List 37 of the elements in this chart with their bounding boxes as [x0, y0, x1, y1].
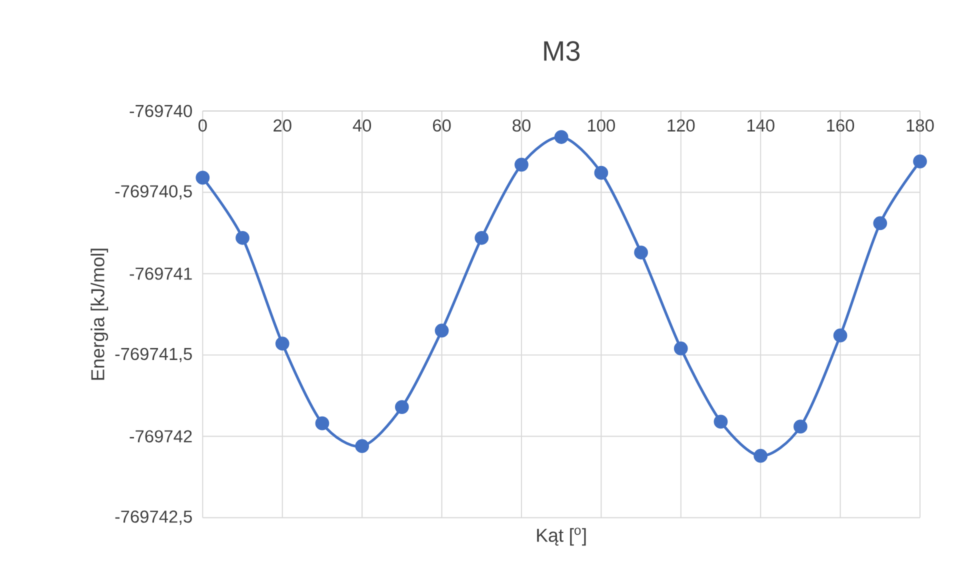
y-tick-label: -769742,5: [115, 510, 192, 525]
x-tick-label: 140: [747, 119, 774, 132]
point: [514, 158, 528, 172]
y-tick-label: -769740: [130, 104, 192, 118]
point: [315, 416, 330, 430]
x-tick-label: 160: [827, 119, 854, 132]
x-tick-label: 100: [588, 119, 615, 132]
point: [833, 328, 848, 342]
y-tick-label: -769741: [130, 268, 192, 280]
point: [394, 400, 409, 414]
y-tick-label: -769740,5: [115, 185, 192, 200]
x-axis-title: Kąt [$^{o}$]: [537, 528, 586, 546]
point: [474, 230, 489, 245]
x-tick-label: 80: [512, 119, 530, 132]
x-tick-label: 40: [352, 119, 372, 132]
point: [236, 230, 250, 245]
y-tick-label: -769742: [130, 430, 192, 442]
point: [754, 448, 768, 463]
x-tick-label: 60: [433, 119, 451, 132]
point: [873, 216, 888, 230]
point: [434, 324, 449, 338]
point: [196, 170, 210, 185]
y-tick-label: -769741,5: [115, 348, 192, 362]
point: [594, 166, 608, 180]
point: [714, 414, 728, 429]
x-tick-label: 20: [274, 119, 292, 132]
x-tick-label: 0: [198, 119, 207, 132]
point: [275, 336, 290, 351]
x-tick-label: 180: [906, 119, 934, 132]
point: [355, 439, 370, 454]
y-axis-title: Energia [kJ/mol]: [90, 248, 108, 380]
x-tick-label: 120: [668, 119, 695, 132]
point: [634, 246, 648, 260]
chart-title: M3: [544, 41, 580, 61]
point: [554, 130, 568, 144]
point: [674, 342, 688, 356]
point: [794, 420, 808, 434]
